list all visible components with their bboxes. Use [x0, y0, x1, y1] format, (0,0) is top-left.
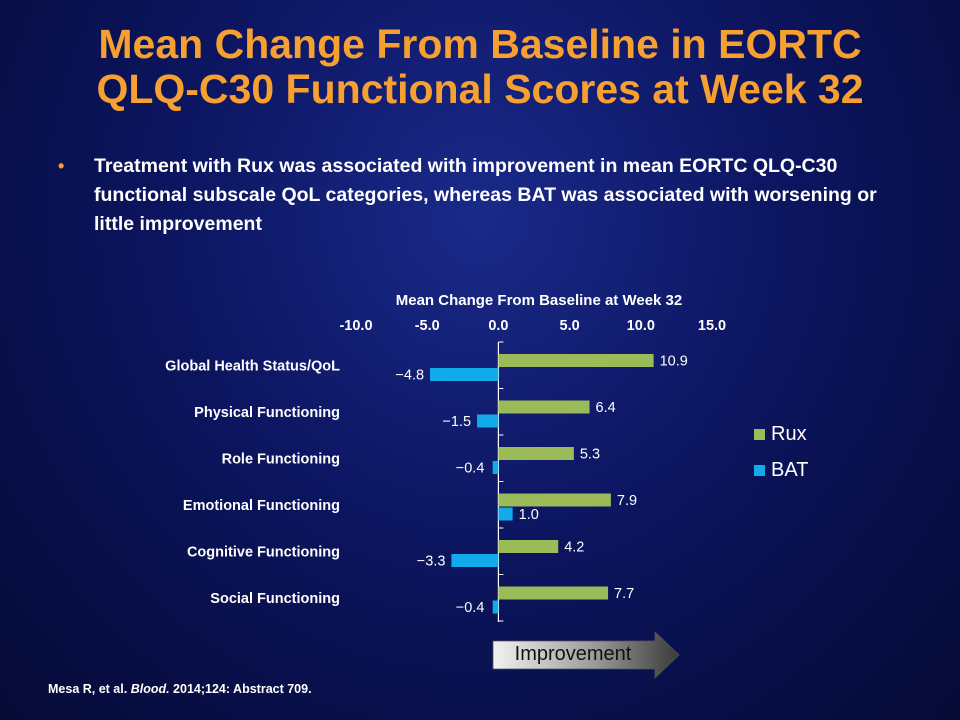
category-label: Cognitive Functioning: [187, 544, 340, 560]
rux-bar: [498, 447, 574, 460]
slide-title-line2: QLQ-C30 Functional Scores at Week 32: [96, 66, 864, 112]
bat-bar: [430, 368, 499, 381]
x-tick-label: 15.0: [698, 318, 726, 334]
rux-bar: [498, 493, 611, 507]
bat-bar: [498, 507, 513, 521]
category-label: Role Functioning: [222, 451, 340, 467]
citation-authors: Mesa R, et al.: [48, 682, 131, 696]
legend-label-bat: BAT: [771, 459, 808, 481]
legend-swatch-bat: [754, 465, 765, 476]
rux-bar: [498, 400, 590, 414]
bat-bar: [477, 414, 499, 428]
category-label: Global Health Status/QoL: [165, 358, 340, 374]
x-tick-label: 10.0: [627, 318, 655, 334]
slide-title: Mean Change From Baseline in EORTC QLQ-C…: [0, 22, 960, 112]
data-label: −4.8: [395, 368, 424, 384]
x-tick-label: -5.0: [415, 318, 440, 334]
category-label: Social Functioning: [210, 591, 340, 607]
data-label: −0.4: [456, 461, 485, 477]
x-tick-label: -10.0: [339, 318, 372, 334]
data-label: −0.4: [456, 600, 485, 616]
category-label: Emotional Functioning: [183, 498, 340, 514]
data-label: −3.3: [417, 554, 446, 570]
bat-bar: [451, 554, 499, 567]
citation-journal: Blood.: [130, 682, 170, 696]
x-tick-label: 0.0: [488, 318, 508, 334]
data-label: 7.7: [614, 586, 634, 602]
rux-bar: [498, 540, 559, 553]
chart-title: Mean Change From Baseline at Week 32: [396, 292, 683, 309]
category-label: Physical Functioning: [194, 405, 340, 421]
citation-details: 2014;124: Abstract 709.: [169, 682, 312, 696]
x-tick-label: 5.0: [560, 318, 580, 334]
data-label: 7.9: [617, 493, 637, 509]
citation: Mesa R, et al. Blood. 2014;124: Abstract…: [48, 682, 312, 696]
data-label: −1.5: [442, 414, 471, 430]
data-label: 5.3: [580, 447, 600, 463]
data-label: 1.0: [519, 507, 539, 523]
rux-bar: [498, 354, 654, 367]
legend: Rux BAT: [754, 423, 808, 481]
improvement-arrow-shape: [492, 631, 680, 679]
improvement-arrow: [492, 631, 680, 679]
bullet-text: Treatment with Rux was associated with i…: [94, 155, 877, 235]
data-label: 6.4: [596, 400, 616, 416]
legend-swatch-rux: [754, 429, 765, 440]
legend-label-rux: Rux: [771, 423, 807, 445]
slide-title-line1: Mean Change From Baseline in EORTC: [98, 21, 862, 67]
bullet-marker: •: [58, 156, 65, 176]
bat-bar: [492, 600, 499, 614]
improvement-arrow-label: Improvement: [514, 643, 632, 665]
rux-bar: [498, 586, 609, 600]
data-label: 4.2: [564, 540, 584, 556]
data-label: 10.9: [660, 354, 688, 370]
bat-bar: [492, 461, 499, 474]
